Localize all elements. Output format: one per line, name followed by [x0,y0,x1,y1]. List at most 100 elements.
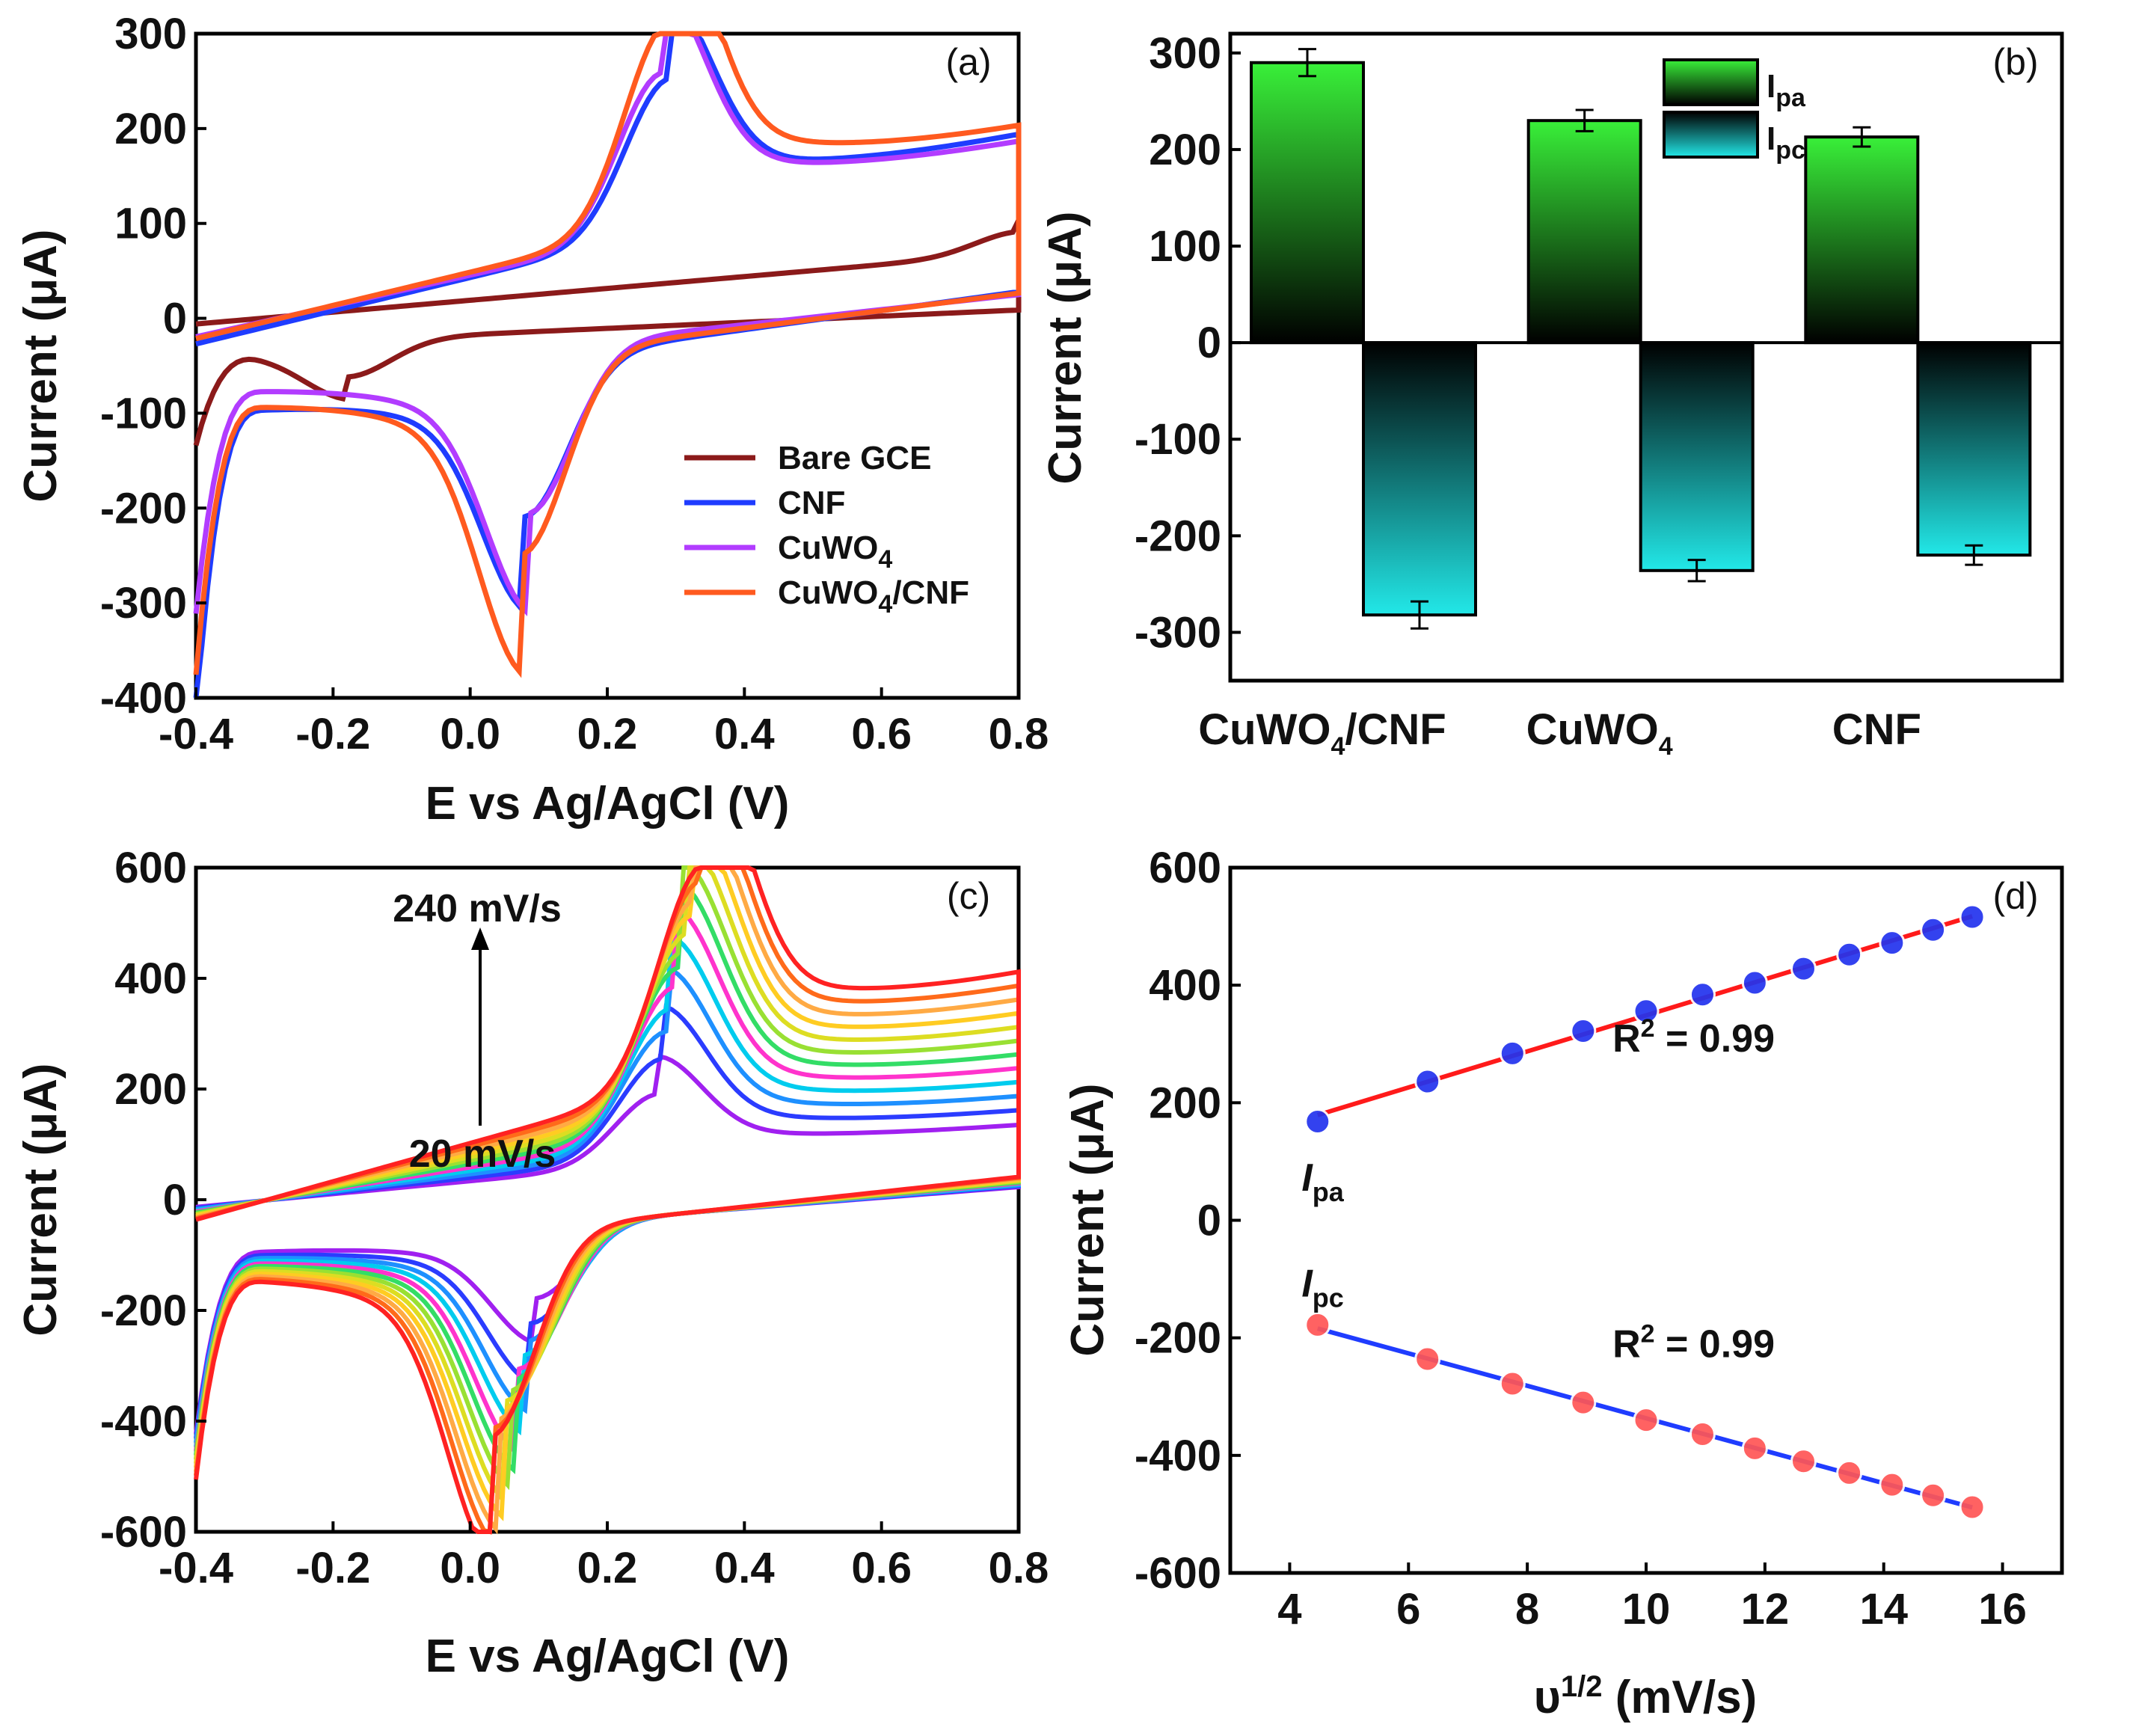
cv-curves [193,31,1022,699]
point-Ipc-9 [1879,1471,1906,1498]
legend-label-2-sub: 4 [878,545,892,574]
panel-label: (a) [945,41,991,83]
y-tick-label: 0 [1197,319,1221,367]
x-axis-title-symbol: υ [1534,1672,1561,1723]
x-tick-labels: 4 6 8 10 12 14 16 [1277,1585,2027,1634]
point-Ipa-6 [1741,969,1768,996]
y-tick-label: -300 [100,579,187,628]
category-label-0: CuWO4/CNF [1198,705,1446,761]
series-label-sub: pc [1313,1283,1344,1313]
axis-ticks [1230,51,1241,634]
legend-label-Ipa-main: I [1767,68,1775,105]
axis-ticks [194,32,1020,699]
x-tick-label: 16 [1978,1585,2027,1634]
y-tick-label: 600 [114,844,187,892]
y-tick-label: 300 [114,10,187,58]
y-tick-label: 600 [1149,844,1221,892]
point-Ipc-6 [1741,1435,1768,1462]
bars [1230,48,2062,630]
y-axis-title: Current (μA) [1040,211,1091,484]
series-label-Ipc: Ipc [1301,1263,1343,1313]
y-tick-label: -100 [100,389,187,438]
legend-swatch-Ipa [1663,58,1759,106]
point-Ipa-10 [1920,916,1947,943]
point-Ipa-4 [1633,998,1660,1025]
category-label-0-tail: /CNF [1345,705,1446,754]
bar-Ipc-1 [1639,341,1755,572]
x-tick-labels: -0.4 -0.2 0.0 0.2 0.4 0.6 0.8 [159,710,1049,758]
y-axis-title: Current (μA) [15,1063,67,1336]
legend-label-Ipa: Ipa [1767,68,1806,112]
r-squared-sup: 2 [1641,1014,1655,1043]
y-tick-labels: -600 -400 -200 0 200 400 600 [100,844,187,1556]
y-tick-label: -200 [1135,1314,1221,1363]
point-Ipa-3 [1570,1017,1597,1044]
bar-Ipc-0 [1362,341,1477,617]
y-tick-labels: -300 -200 -100 0 100 200 300 [1135,29,1221,657]
y-tick-label: 200 [114,1065,187,1114]
y-tick-label: -600 [100,1508,187,1556]
x-tick-label: 14 [1859,1585,1908,1634]
y-tick-label: -300 [1135,608,1221,657]
cv-curve-2 [193,31,1022,617]
x-tick-label: 6 [1396,1585,1420,1634]
x-axis-title-unit: (mV/s) [1602,1672,1757,1723]
r-squared-Ipa: R2 = 0.99 [1612,1014,1775,1061]
cv-curve-120mVs [194,879,1021,1474]
bar-Ipa-2 [1804,135,1920,345]
y-axis-title: Current (μA) [15,229,67,502]
legend-label-1-main: CNF [778,485,845,521]
category-label-2: CNF [1832,705,1921,754]
cv-curve-100mVs [194,904,1021,1456]
x-tick-label: 0.4 [714,710,775,758]
x-tick-label: 0.0 [440,1544,500,1592]
category-label-0-sub: 4 [1331,732,1345,761]
y-tick-label: 200 [114,105,187,153]
y-tick-label: -400 [100,674,187,723]
y-tick-label: 200 [1149,1079,1221,1127]
panel-label: (c) [947,875,990,917]
legend-label-2-main: CuWO [778,530,878,566]
y-tick-label: -600 [1135,1549,1221,1598]
bar-Ipa-0 [1250,61,1365,345]
y-tick-label: -200 [100,1286,187,1335]
panel-a-cv-comparison: -0.4 -0.2 0.0 0.2 0.4 0.6 0.8 -400 -300 -200 -100… [15,10,1049,829]
point-Ipa-0 [1304,1108,1331,1135]
x-tick-label: 10 [1622,1585,1671,1634]
x-tick-label: 0.8 [989,1544,1049,1592]
legend-label-Ipc-main: I [1767,120,1775,157]
cv-curve-40mVs [194,1003,1021,1439]
point-Ipc-0 [1304,1311,1331,1338]
legend-swatch-Ipc [1663,111,1759,159]
y-tick-label: 300 [1149,29,1221,78]
y-tick-label: -400 [100,1397,187,1446]
y-tick-label: 400 [114,954,187,1003]
x-tick-label: -0.2 [295,710,370,758]
axis-ticks [1230,866,2004,1574]
point-Ipa-7 [1790,955,1817,982]
panel-label: (b) [1992,41,2038,83]
y-tick-label: -200 [1135,512,1221,560]
y-tick-label: -200 [100,484,187,533]
point-Ipa-8 [1836,941,1863,968]
x-tick-label: -0.2 [295,1544,370,1592]
legend-label-3: CuWO4/CNF [778,574,969,619]
legend-label-3-main: CuWO [778,574,878,611]
panel-label: (d) [1992,875,2038,917]
panel-c-scan-rate-cv: -0.4 -0.2 0.0 0.2 0.4 0.6 0.8 -600 -400 -200 0 200… [15,844,1049,1682]
series-label-main: I [1301,1156,1313,1200]
legend-label-3-tail: /CNF [892,574,969,611]
legend-label-2: CuWO4 [778,530,892,574]
point-Ipc-4 [1633,1407,1660,1434]
category-label-1-sub: 4 [1659,732,1673,761]
y-tick-label: -100 [1135,415,1221,464]
legend-label-Ipa-sub: pa [1775,84,1806,112]
x-tick-label: -0.4 [159,710,233,758]
x-tick-label: 0.6 [851,710,912,758]
scan-rate-high-label: 240 mV/s [393,887,562,930]
r-squared-Ipc: R2 = 0.99 [1612,1319,1775,1366]
point-Ipc-11 [1959,1494,1986,1521]
